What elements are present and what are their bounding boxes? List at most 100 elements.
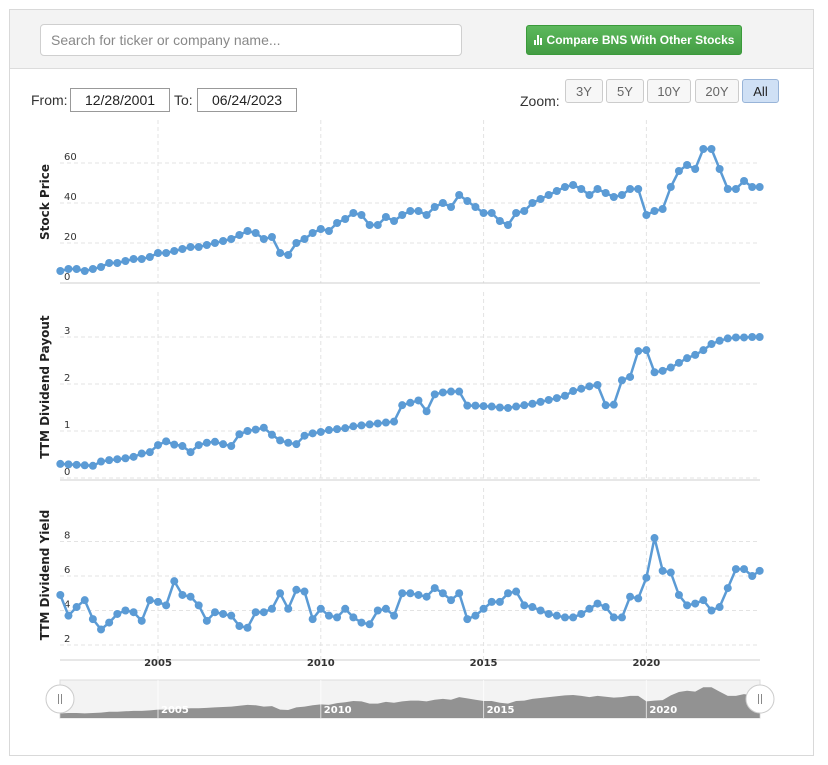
data-point — [414, 590, 423, 599]
navigator-left-handle[interactable] — [45, 684, 75, 714]
data-point — [723, 334, 732, 343]
data-point — [438, 199, 447, 207]
x-tick-label: 2010 — [307, 658, 335, 669]
data-point — [137, 449, 146, 458]
data-point — [740, 565, 749, 574]
data-point — [463, 197, 472, 205]
y-tick-label: 0 — [64, 272, 70, 283]
navigator-year-label: 2005 — [161, 705, 189, 716]
data-point — [406, 398, 415, 407]
data-point — [544, 191, 553, 199]
data-point — [105, 259, 114, 267]
to-label: To: — [174, 92, 193, 108]
data-point — [642, 211, 651, 219]
data-point — [731, 565, 740, 574]
data-point — [463, 401, 472, 410]
data-point — [626, 185, 635, 193]
data-point — [227, 235, 236, 243]
data-point — [251, 425, 260, 434]
data-point — [528, 199, 537, 207]
y-tick-label: 20 — [64, 232, 77, 243]
data-point — [455, 589, 464, 598]
data-point — [723, 185, 732, 193]
data-point — [536, 606, 545, 615]
data-point — [552, 187, 561, 195]
data-point — [154, 597, 162, 606]
data-point — [357, 421, 366, 430]
data-point — [520, 401, 529, 410]
data-point — [560, 391, 569, 400]
data-point — [105, 456, 114, 465]
navigator-year-label: 2020 — [649, 705, 677, 716]
data-point — [471, 611, 480, 620]
from-label: From: — [31, 92, 68, 108]
data-point — [699, 145, 708, 153]
navigator-year-label: 2010 — [324, 705, 352, 716]
data-point — [373, 419, 382, 428]
data-point — [308, 615, 317, 624]
data-point — [422, 592, 431, 601]
y-tick-label: 2 — [64, 373, 70, 384]
zoom-3y-button[interactable]: 3Y — [565, 79, 603, 103]
zoom-5y-button[interactable]: 5Y — [606, 79, 644, 103]
data-point — [341, 215, 350, 223]
data-point — [699, 596, 708, 605]
x-tick-label: 2020 — [632, 658, 660, 669]
data-point — [707, 340, 716, 349]
data-point — [430, 390, 439, 399]
data-point — [658, 366, 667, 375]
data-point — [267, 233, 276, 241]
data-point — [154, 441, 162, 450]
data-point — [674, 167, 683, 175]
zoom-10y-button[interactable]: 10Y — [647, 79, 691, 103]
toolbar: Compare BNS With Other Stocks — [10, 10, 813, 69]
data-point — [186, 448, 195, 457]
data-point — [243, 427, 252, 435]
data-point — [373, 221, 382, 229]
data-point — [56, 459, 65, 468]
data-point — [406, 589, 415, 598]
compare-button[interactable]: Compare BNS With Other Stocks — [526, 25, 742, 55]
data-point — [170, 440, 179, 449]
data-point — [219, 237, 228, 245]
data-point — [365, 620, 374, 629]
data-point — [97, 625, 106, 634]
data-point — [308, 429, 317, 438]
data-point — [162, 601, 171, 610]
data-point — [276, 589, 285, 598]
data-point — [284, 604, 293, 613]
y-tick-label: 60 — [64, 152, 77, 163]
data-point — [227, 442, 236, 451]
data-point — [455, 191, 464, 199]
zoom-20y-button[interactable]: 20Y — [695, 79, 739, 103]
data-point — [137, 616, 146, 625]
data-point — [634, 185, 643, 193]
data-point — [97, 457, 106, 466]
navigator-right-handle[interactable] — [745, 684, 775, 714]
zoom-all-button[interactable]: All — [742, 79, 779, 103]
data-point — [707, 606, 716, 615]
data-point — [512, 587, 521, 596]
data-point — [748, 572, 757, 580]
y-axis-label: Stock Price — [38, 164, 52, 240]
data-point — [552, 394, 561, 403]
data-point — [512, 209, 521, 217]
data-point — [683, 161, 692, 169]
data-point — [487, 597, 496, 606]
data-point — [601, 189, 610, 197]
from-date-input[interactable] — [70, 88, 170, 112]
data-point — [731, 185, 740, 193]
data-point — [121, 257, 130, 265]
data-point — [577, 384, 586, 393]
data-point — [178, 590, 187, 599]
y-tick-label: 0 — [64, 467, 70, 478]
data-point — [243, 227, 252, 235]
data-point — [577, 185, 586, 193]
data-point — [674, 590, 683, 599]
y-tick-label: 6 — [64, 565, 70, 576]
data-point — [72, 460, 81, 469]
search-input[interactable] — [40, 24, 462, 56]
to-date-input[interactable] — [197, 88, 297, 112]
data-point — [154, 249, 162, 257]
x-tick-label: 2005 — [144, 658, 172, 669]
